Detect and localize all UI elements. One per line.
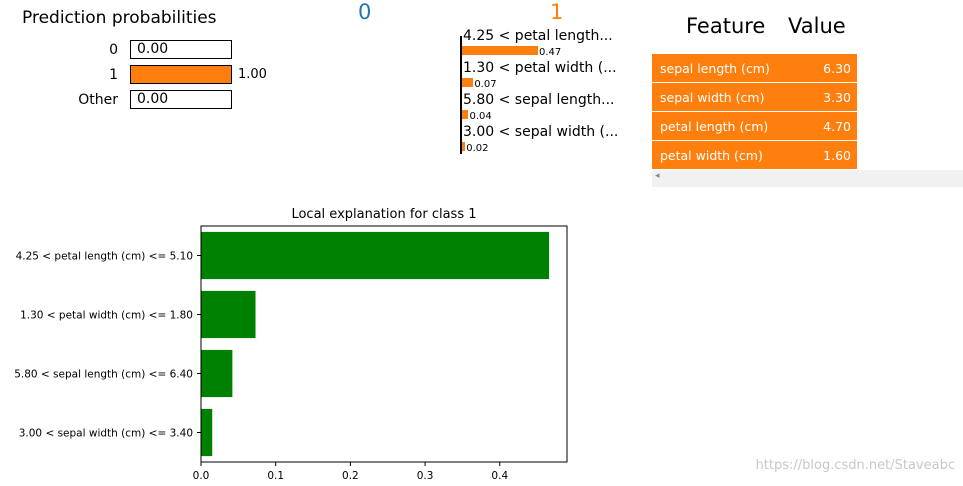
x-tick-label: 0.0 (193, 470, 210, 482)
table-cell-feature: sepal length (cm) (660, 61, 770, 76)
table-cell-feature: sepal width (cm) (660, 90, 765, 105)
chart-bar (201, 290, 256, 339)
probability-class-label: 1 (109, 67, 118, 83)
mini-feature-value: 0.04 (469, 111, 492, 122)
probability-value: 0.00 (137, 91, 169, 107)
probability-row: 0 0.00 (0, 40, 300, 60)
mini-feature-label: 5.80 < sepal length... (463, 92, 615, 108)
table-header-feature: Feature (686, 14, 766, 38)
chart-bar (201, 349, 233, 398)
mini-feature-bar (462, 78, 474, 87)
prediction-probabilities-list: 0 0.00 1 1.00 Other 0.00 (0, 40, 300, 110)
mini-feature-bar (462, 142, 466, 151)
mini-feature-label: 3.00 < sepal width (... (463, 124, 619, 140)
x-tick-label: 0.4 (491, 470, 508, 482)
watermark: https://blog.csdn.net/Staveabc (755, 458, 955, 473)
mini-feature-bar (462, 46, 538, 55)
mini-feature-label: 1.30 < petal width (... (463, 60, 617, 76)
table-cell-feature: petal length (cm) (660, 119, 769, 134)
probability-row: 1 1.00 (0, 65, 300, 85)
y-tick-label: 1.30 < petal width (cm) <= 1.80 (20, 310, 193, 322)
probability-value: 1.00 (238, 67, 267, 82)
chart-plot-frame (200, 225, 568, 463)
table-row: petal length (cm) 4.70 (652, 112, 857, 140)
x-tick-label: 0.2 (342, 470, 359, 482)
table-horizontal-scrollbar[interactable]: ◂ (652, 170, 963, 187)
mini-feature-value: 0.07 (474, 79, 497, 90)
probability-value: 0.00 (137, 41, 169, 57)
y-tick-label: 3.00 < sepal width (cm) <= 3.40 (19, 428, 193, 440)
y-tick-label: 4.25 < petal length (cm) <= 5.10 (16, 251, 193, 263)
x-tick-label: 0.1 (267, 470, 284, 482)
chart-title: Local explanation for class 1 (291, 207, 476, 222)
mini-feature-label: 4.25 < petal length... (463, 28, 613, 44)
prediction-probabilities-title: Prediction probabilities (22, 8, 217, 28)
table-cell-value: 6.30 (823, 61, 851, 76)
probability-bar-fill (131, 66, 231, 83)
mini-explanation: 4.25 < petal length... 0.47 1.30 < petal w… (458, 28, 638, 156)
probability-bar: 0.00 (130, 40, 232, 59)
table-cell-value: 1.60 (823, 148, 851, 163)
class-header-positive: 1 (550, 0, 564, 24)
probability-class-label: Other (78, 92, 118, 108)
table-cell-value: 4.70 (823, 119, 851, 134)
chart-bar (201, 231, 550, 280)
y-tick-label: 5.80 < sepal length (cm) <= 6.40 (14, 369, 193, 381)
mini-feature-value: 0.47 (539, 47, 562, 58)
table-row: sepal length (cm) 6.30 (652, 54, 857, 82)
table-cell-feature: petal width (cm) (660, 148, 763, 163)
feature-value-table: Feature Value sepal length (cm) 6.30 sepal… (652, 14, 858, 174)
table-row: petal width (cm) 1.60 (652, 141, 857, 169)
scroll-left-arrow-icon[interactable]: ◂ (655, 171, 660, 181)
table-header-value: Value (788, 14, 846, 38)
probability-bar: 0.00 (130, 90, 232, 109)
local-explanation-chart: Local explanation for class 1 0.0 0.1 0.2 0… (14, 207, 568, 482)
mini-explanation-axis (460, 36, 462, 154)
probability-class-label: 0 (109, 42, 118, 58)
probability-bar (130, 65, 232, 84)
probability-row: Other 0.00 (0, 90, 300, 110)
mini-feature-value: 0.02 (466, 143, 489, 154)
table-cell-value: 3.30 (823, 90, 851, 105)
chart-bar (201, 408, 213, 457)
class-header-negative: 0 (358, 0, 372, 24)
x-tick-label: 0.3 (417, 470, 434, 482)
table-row: sepal width (cm) 3.30 (652, 83, 857, 111)
mini-feature-bar (462, 110, 469, 119)
